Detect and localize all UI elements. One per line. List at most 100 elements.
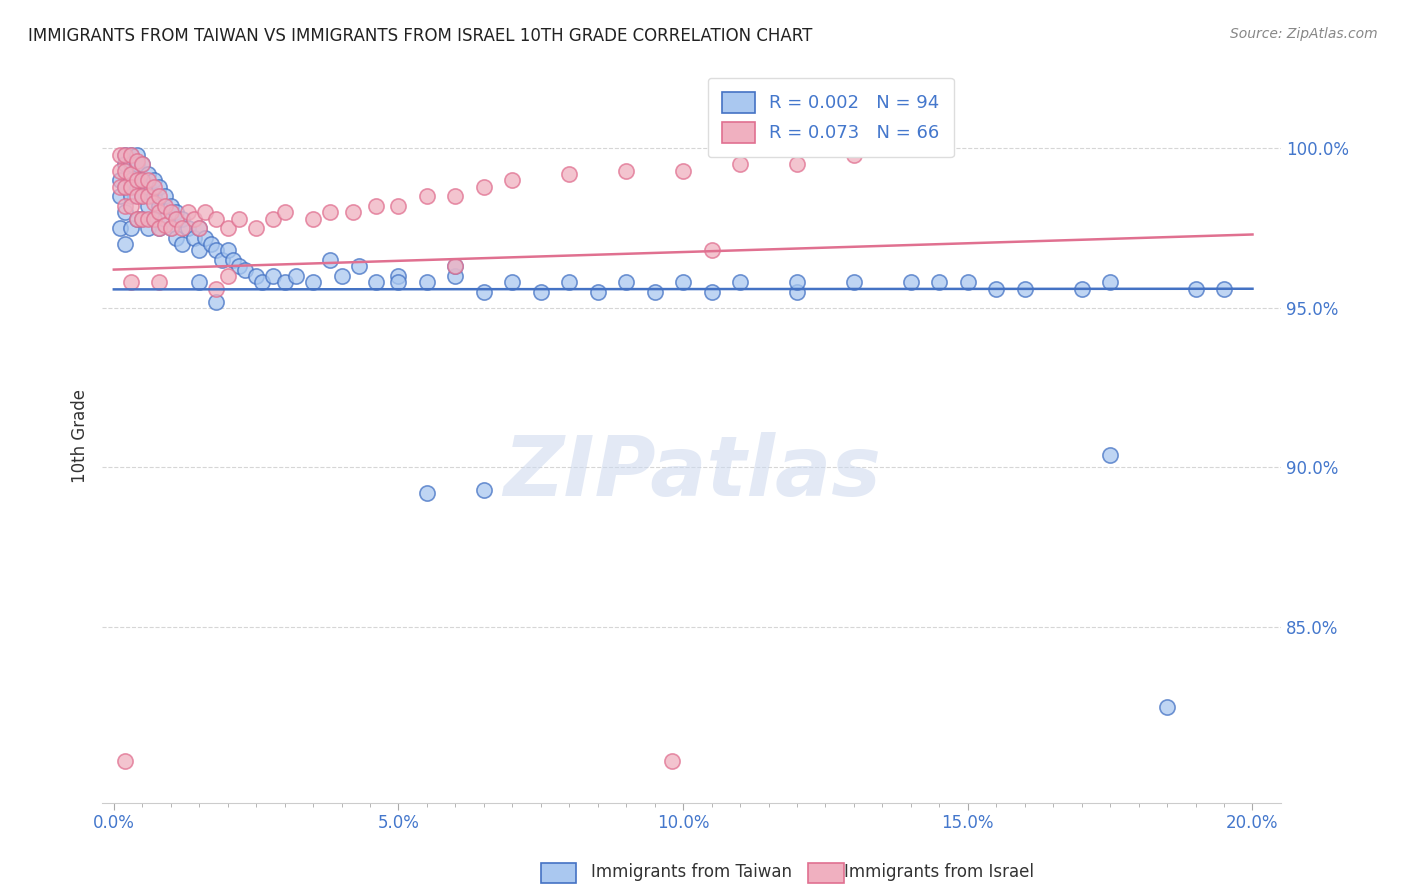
Point <box>153 189 176 203</box>
Point <box>120 157 142 171</box>
Point <box>273 276 295 290</box>
Point <box>159 199 181 213</box>
Point <box>114 205 136 219</box>
Point <box>125 211 148 226</box>
Point <box>172 237 194 252</box>
Point <box>148 221 170 235</box>
Point <box>108 179 131 194</box>
Point <box>148 276 170 290</box>
Point <box>159 205 181 219</box>
Text: IMMIGRANTS FROM TAIWAN VS IMMIGRANTS FROM ISRAEL 10TH GRADE CORRELATION CHART: IMMIGRANTS FROM TAIWAN VS IMMIGRANTS FRO… <box>28 27 813 45</box>
Point <box>125 157 148 171</box>
Point <box>131 189 153 203</box>
Text: Immigrants from Israel: Immigrants from Israel <box>844 863 1033 881</box>
Point <box>217 221 239 235</box>
Point <box>142 173 165 187</box>
Point <box>114 237 136 252</box>
Point <box>120 189 142 203</box>
Point <box>302 276 325 290</box>
Point <box>900 276 922 290</box>
Point <box>501 173 523 187</box>
Point <box>148 179 170 194</box>
Legend: R = 0.002   N = 94, R = 0.073   N = 66: R = 0.002 N = 94, R = 0.073 N = 66 <box>707 78 953 157</box>
Point <box>285 268 308 283</box>
Point <box>159 221 181 235</box>
Point <box>125 147 148 161</box>
Point <box>148 189 170 203</box>
Point <box>347 260 370 274</box>
Point <box>330 268 353 283</box>
Point <box>250 276 273 290</box>
Point <box>700 244 723 258</box>
Point <box>245 221 267 235</box>
Point <box>114 147 136 161</box>
Point <box>472 483 495 497</box>
Point <box>416 486 439 500</box>
Point <box>211 252 233 267</box>
Point <box>108 221 131 235</box>
Point <box>319 205 342 219</box>
Point <box>142 211 165 226</box>
Point <box>416 276 439 290</box>
Point <box>233 262 256 277</box>
Point <box>786 157 808 171</box>
Point <box>142 211 165 226</box>
Point <box>131 211 153 226</box>
Point <box>205 244 228 258</box>
Point <box>928 276 950 290</box>
Point <box>120 147 142 161</box>
Point <box>228 211 250 226</box>
Point <box>177 205 200 219</box>
Point <box>188 276 211 290</box>
Point <box>1213 282 1236 296</box>
Point <box>114 157 136 171</box>
Point <box>728 276 751 290</box>
Point <box>148 199 170 213</box>
Point <box>125 189 148 203</box>
Point <box>217 244 239 258</box>
Point <box>108 189 131 203</box>
Point <box>200 237 222 252</box>
Point <box>188 221 211 235</box>
Point <box>188 221 211 235</box>
Point <box>153 211 176 226</box>
Point <box>644 285 666 299</box>
Point <box>387 276 409 290</box>
Point <box>136 167 159 181</box>
Point <box>194 230 217 244</box>
Point <box>108 147 131 161</box>
Point <box>148 205 170 219</box>
Text: ZIPatlas: ZIPatlas <box>503 432 880 513</box>
Point <box>120 199 142 213</box>
Point <box>108 163 131 178</box>
Point <box>217 268 239 283</box>
Point <box>842 147 865 161</box>
Point <box>165 211 187 226</box>
Point <box>1184 282 1206 296</box>
Point <box>1099 448 1122 462</box>
Point <box>786 276 808 290</box>
Point <box>120 147 142 161</box>
Point <box>222 252 245 267</box>
Point <box>444 189 467 203</box>
Point <box>153 218 176 232</box>
Point <box>273 205 295 219</box>
Point <box>142 179 165 194</box>
Point <box>586 285 609 299</box>
Point <box>530 285 553 299</box>
Point <box>956 276 979 290</box>
Point <box>131 189 153 203</box>
Point <box>444 260 467 274</box>
Point <box>661 754 683 768</box>
Point <box>986 282 1008 296</box>
Point <box>148 221 170 235</box>
Point <box>444 260 467 274</box>
Point <box>125 179 148 194</box>
Point <box>262 211 284 226</box>
Point <box>125 154 148 169</box>
Point <box>142 189 165 203</box>
Point <box>900 141 922 155</box>
Point <box>672 163 695 178</box>
Point <box>364 276 387 290</box>
Point <box>125 173 148 187</box>
